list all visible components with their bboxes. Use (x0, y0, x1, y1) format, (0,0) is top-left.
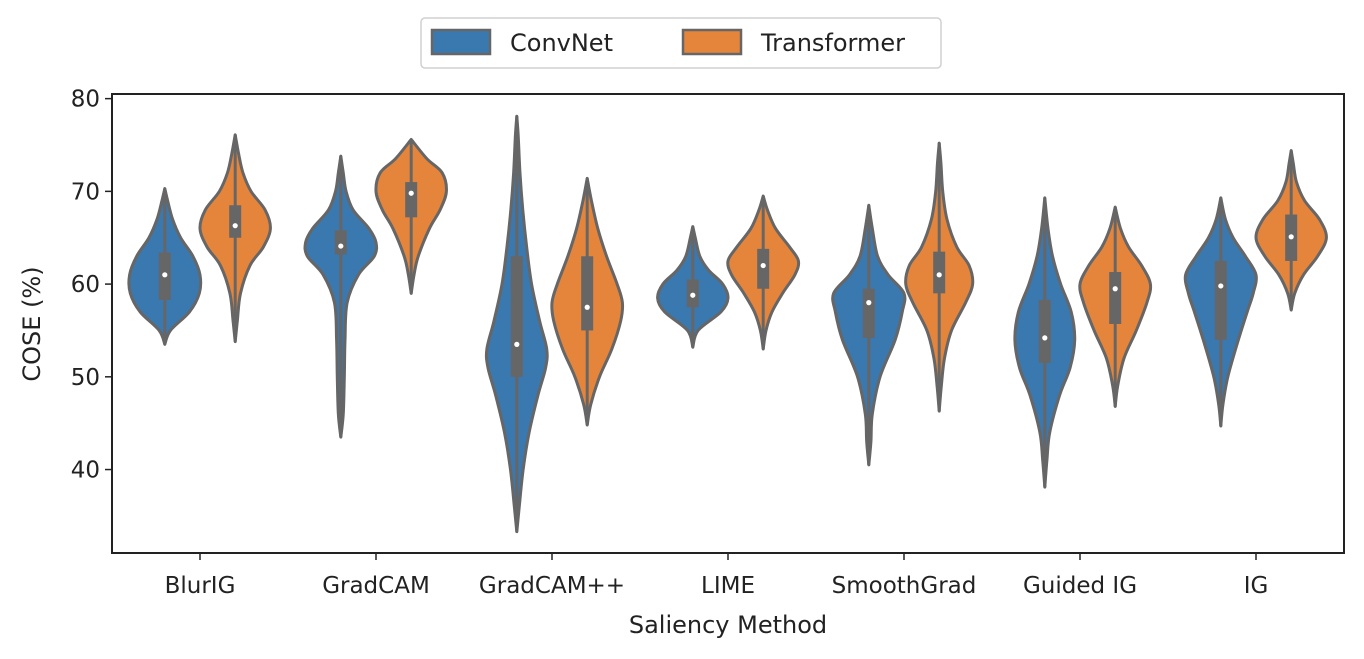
x-tick-label: LIME (701, 573, 755, 599)
iqr-box-convnet-guided-ig (1038, 299, 1051, 363)
median-point-transformer-smoothgrad (936, 272, 942, 278)
x-tick-label: GradCAM (322, 573, 430, 599)
iqr-box-transformer-gradcam (581, 256, 594, 331)
iqr-box-convnet-gradcam (334, 230, 347, 255)
y-tick-label: 60 (71, 272, 100, 298)
median-point-convnet-guided-ig (1042, 335, 1048, 341)
legend-label-transformer: Transformer (760, 29, 905, 57)
legend-frame (420, 17, 942, 69)
plot-area (127, 114, 1328, 534)
iqr-box-transformer-lime (757, 248, 770, 289)
y-tick-label: 50 (71, 365, 100, 391)
x-axis-label: Saliency Method (629, 611, 827, 639)
y-tick-label: 70 (71, 179, 100, 205)
median-point-convnet-ig (1218, 283, 1224, 289)
legend: ConvNet Transformer (420, 17, 942, 69)
y-tick-label: 40 (71, 458, 100, 484)
median-point-transformer-guided-ig (1112, 286, 1118, 292)
median-point-transformer-gradcam (408, 190, 414, 196)
median-point-convnet-gradcam (338, 243, 344, 249)
median-point-convnet-gradcam (514, 341, 520, 347)
median-point-transformer-ig (1288, 234, 1294, 240)
x-tick-label: IG (1244, 573, 1269, 599)
median-point-convnet-blurig (162, 272, 168, 278)
legend-swatch-transformer (681, 28, 743, 56)
iqr-box-convnet-smoothgrad (862, 288, 875, 338)
x-tick-label: Guided IG (1023, 573, 1137, 599)
y-tick-label: 80 (71, 87, 100, 113)
median-point-convnet-smoothgrad (866, 300, 872, 306)
median-point-transformer-lime (760, 262, 766, 269)
legend-label-convnet: ConvNet (510, 29, 613, 57)
iqr-box-transformer-gradcam (405, 182, 418, 218)
legend-swatch-convnet (430, 28, 492, 56)
x-tick-label: SmoothGrad (832, 573, 977, 599)
iqr-box-transformer-blurig (229, 205, 242, 238)
median-point-transformer-gradcam (584, 304, 590, 310)
median-point-convnet-lime (690, 292, 696, 298)
axes-frame (111, 93, 1345, 554)
iqr-box-transformer-guided-ig (1109, 272, 1122, 324)
iqr-box-convnet-ig (1214, 260, 1227, 340)
x-tick-label: BlurIG (165, 573, 236, 599)
iqr-box-convnet-gradcam (510, 256, 523, 377)
x-tick-label: GradCAM++ (479, 573, 625, 599)
y-axis-label: COSE (%) (18, 266, 46, 381)
median-point-transformer-blurig (232, 223, 238, 229)
